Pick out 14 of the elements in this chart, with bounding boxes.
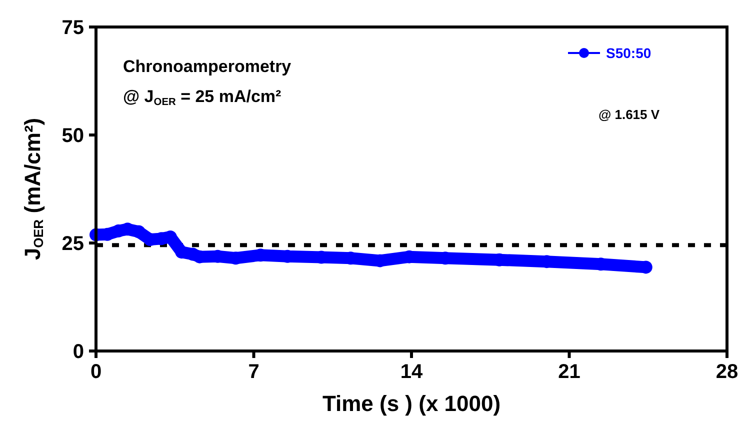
y-tick-label: 75 bbox=[62, 17, 84, 39]
y-tick-label: 0 bbox=[72, 341, 84, 363]
x-tick-label: 0 bbox=[90, 361, 102, 383]
annotation: @ J$_{OER}$ = 25 mA/cm² bbox=[123, 87, 282, 108]
legend-label: S50:50 bbox=[606, 45, 652, 61]
annotation: @ 1.615 V bbox=[598, 107, 660, 122]
x-tick-label: 28 bbox=[716, 361, 738, 383]
x-tick-label: 14 bbox=[400, 361, 424, 383]
x-tick-label: 7 bbox=[248, 361, 260, 383]
y-tick-label: 25 bbox=[62, 233, 84, 255]
x-tick-label: 21 bbox=[558, 361, 580, 383]
x-axis-title: Time (s ) (x 1000) bbox=[322, 391, 501, 416]
annotation: Chronoamperometry bbox=[123, 57, 292, 76]
y-tick-label: 50 bbox=[62, 125, 84, 147]
